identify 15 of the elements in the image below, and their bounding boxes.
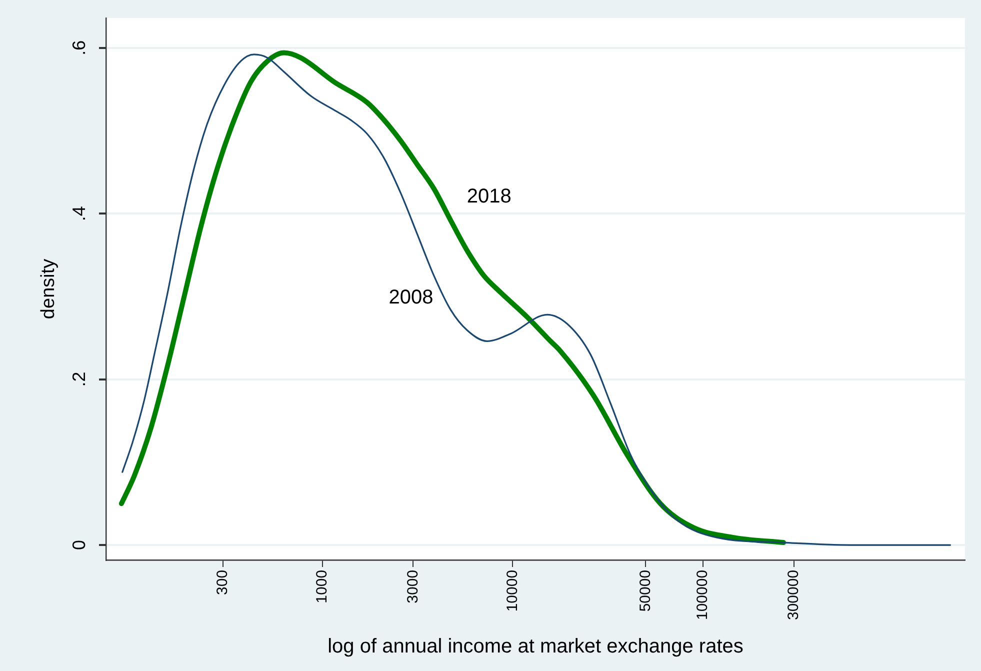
x-tick-label: 300000 xyxy=(784,570,802,620)
x-tick-label: 50000 xyxy=(636,570,654,612)
x-tick-label: 10000 xyxy=(504,570,521,612)
y-tick-label: .4 xyxy=(68,206,89,222)
y-tick-label: .2 xyxy=(68,372,89,387)
annotation: 2018 xyxy=(466,185,512,208)
y-axis-title: density xyxy=(38,258,60,320)
x-axis-title: log of annual income at market exchange rates xyxy=(328,636,744,658)
y-tick-label: .6 xyxy=(68,40,89,56)
y-tick-label: 0 xyxy=(68,540,89,550)
x-tick-label: 300 xyxy=(214,570,231,595)
annotation: 2008 xyxy=(388,286,434,309)
x-tick-label: 1000 xyxy=(313,570,330,604)
x-tick-label: 3000 xyxy=(404,570,422,604)
x-tick-label: 100000 xyxy=(694,570,712,620)
